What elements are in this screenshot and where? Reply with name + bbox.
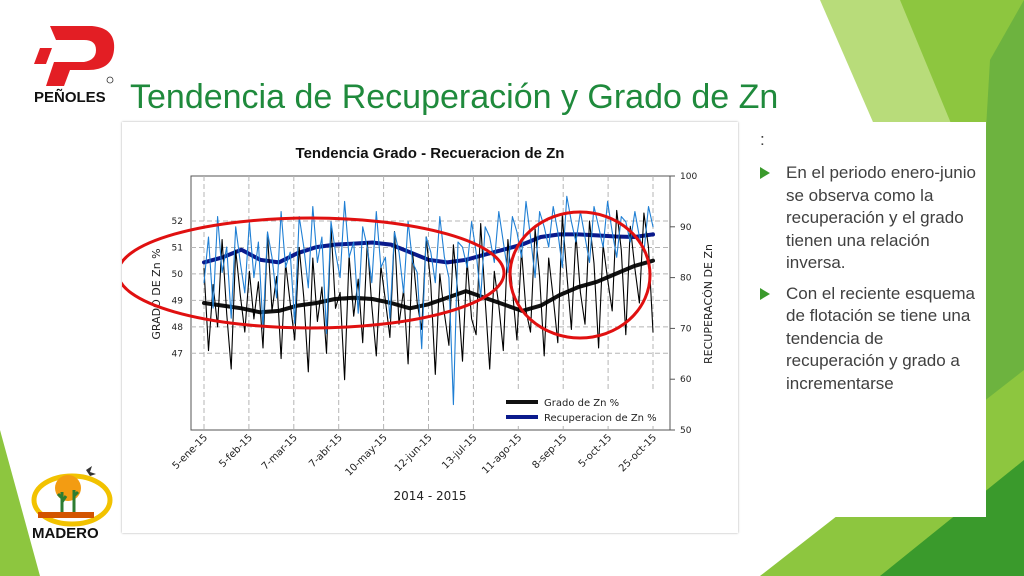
bullet-item: En el periodo enero-junio se observa com… — [758, 162, 984, 275]
x-axis-label: 2014 - 2015 — [393, 489, 466, 503]
chart-panel: Tendencia Grado - Recueracion de Zn 47 48 4… — [122, 122, 738, 533]
annotation-ellipse-right — [508, 210, 652, 340]
bullet-arrow-icon — [760, 287, 770, 300]
x-tick-label: 5-feb-15 — [217, 432, 255, 470]
y-right-tick-label: 50 — [680, 426, 692, 436]
penoles-logo: PEÑOLES — [34, 26, 115, 106]
x-tick-label: 5-ene-15 — [171, 432, 211, 472]
bullet-arrow-icon — [760, 167, 770, 179]
dual-axis-line-chart: Tendencia Grado - Recueracion de Zn 47 48 4… — [122, 145, 715, 503]
bullet-text: Con el reciente esquema de flotación se … — [786, 283, 976, 393]
y-left-tick-label: 52 — [172, 217, 183, 227]
y-left-axis-label: GRADO DE Zn % — [150, 248, 163, 339]
y-right-tick-label: 60 — [680, 375, 692, 385]
legend-label: Recuperacion de Zn % — [544, 413, 657, 424]
text-panel: : En el periodo enero-junio se observa c… — [748, 122, 986, 517]
y-right-tick-label: 100 — [680, 172, 697, 182]
x-tick-label: 12-jun-15 — [393, 432, 435, 474]
svg-text:MADERO: MADERO — [32, 525, 99, 542]
recovery-daily-line — [203, 195, 654, 406]
y-left-tick-label: 51 — [172, 243, 183, 253]
slide-title: Tendencia de Recuperación y Grado de Zn — [130, 78, 779, 116]
y-left-tick-label: 47 — [172, 349, 183, 359]
x-tick-label: 13-jul-15 — [440, 432, 479, 471]
y-right-tick-label: 70 — [680, 324, 692, 334]
colon-text: : — [760, 130, 765, 149]
svg-text:PEÑOLES: PEÑOLES — [34, 88, 106, 106]
x-tick-label: 7-abr-15 — [307, 432, 345, 470]
annotation-ellipse-left — [122, 216, 506, 330]
x-tick-label: 8-sep-15 — [530, 432, 569, 471]
bullet-list: En el periodo enero-junio se observa com… — [758, 162, 984, 403]
bullet-item: Con el reciente esquema de flotación se … — [758, 283, 984, 396]
y-right-axis-label: RECUPERACÓN DE Zn — [702, 244, 715, 364]
y-right-tick-label: 90 — [680, 223, 692, 233]
grade-daily-line — [203, 209, 654, 381]
chart-title: Tendencia Grado - Recueracion de Zn — [296, 145, 565, 162]
madero-logo: MADERO — [31, 466, 113, 542]
x-tick-label: 10-may-15 — [344, 432, 390, 478]
x-tick-label: 7-mar-15 — [260, 432, 300, 472]
bullet-text: En el periodo enero-junio se observa com… — [786, 163, 976, 272]
x-tick-label: 25-oct-15 — [617, 432, 659, 474]
y-left-tick-label: 50 — [172, 270, 184, 280]
x-tick-label: 11-ago-15 — [480, 432, 524, 476]
y-left-tick-label: 48 — [172, 323, 184, 333]
x-tick-label: 5-oct-15 — [577, 432, 614, 469]
legend-label: Grado de Zn % — [544, 398, 619, 409]
y-right-tick-label: 80 — [680, 274, 692, 284]
y-left-tick-label: 49 — [172, 296, 184, 306]
legend-box — [502, 392, 660, 426]
